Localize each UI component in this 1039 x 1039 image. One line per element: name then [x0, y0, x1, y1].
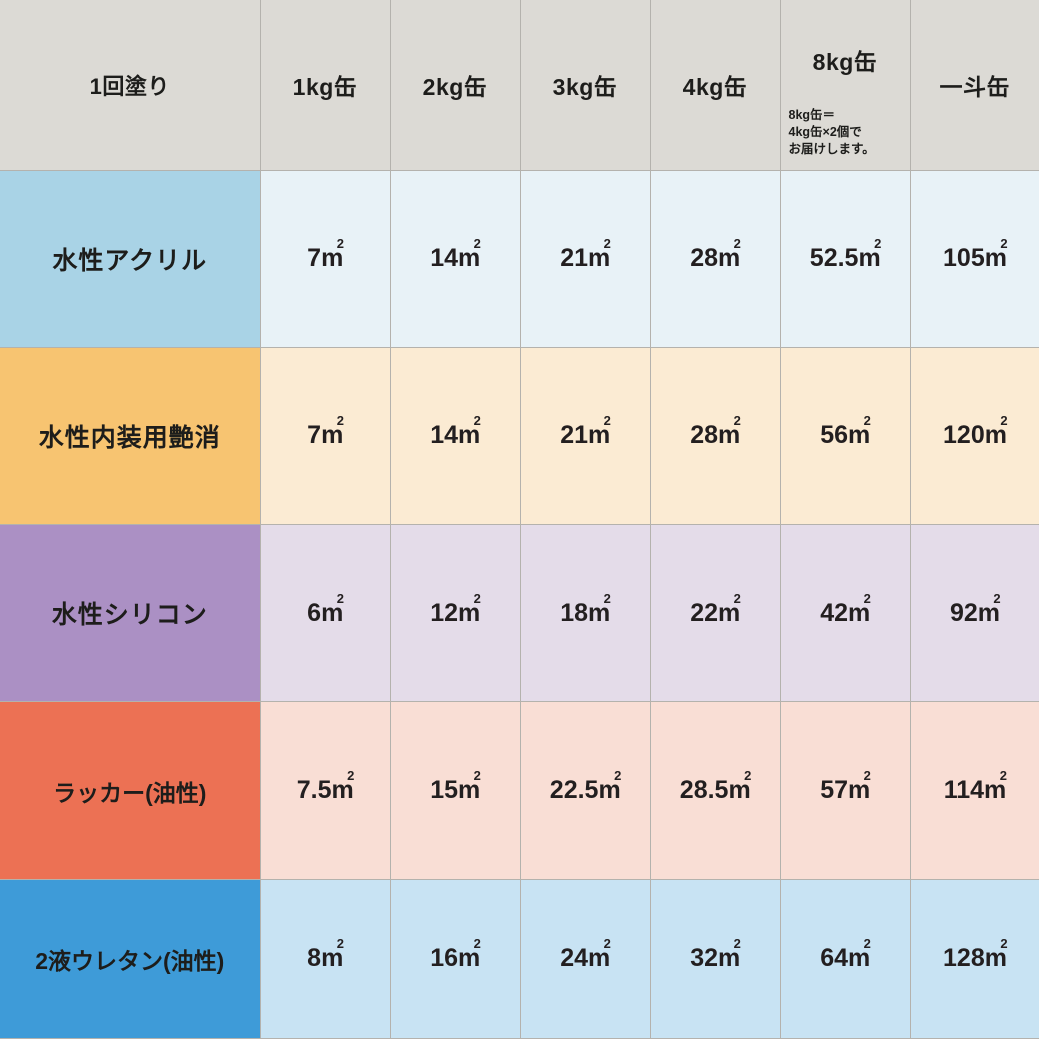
table-row: 水性内装用艶消 7m 2 14m 2 21m 2 28m 2 56m 2 120m 2: [0, 347, 1039, 526]
cell-lacquer-8kg: 57m 2: [780, 701, 911, 880]
row-label-urethane: 2液ウレタン(油性): [0, 879, 261, 1039]
table-row: ラッカー(油性) 7.5m 2 15m 2 22.5m 2 28.5m 2 57m 2 1…: [0, 701, 1039, 880]
cell-acryl-3kg: 21m 2: [520, 170, 651, 348]
cell-urethane-1kg: 8m 2: [260, 879, 391, 1039]
header-note-8kg: 8kg缶＝ 4kg缶×2個で お届けします。: [788, 107, 875, 156]
header-cell-1kg: 1kg缶: [260, 0, 391, 171]
cell-naiso-1kg: 7m 2: [260, 347, 391, 526]
cell-silicon-2kg: 12m 2: [390, 524, 521, 703]
header-cell-coats: 1回塗り: [0, 0, 261, 171]
row-label-lacquer: ラッカー(油性): [0, 701, 261, 880]
header-cell-3kg: 3kg缶: [520, 0, 651, 171]
table-body: 水性アクリル 7m 2 14m 2 21m 2 28m 2 52.5m 2 105m 2 水…: [0, 170, 1039, 1039]
cell-naiso-itto: 120m 2: [910, 347, 1039, 526]
table-row: 2液ウレタン(油性) 8m 2 16m 2 24m 2 32m 2 64m 2 128m 2: [0, 879, 1039, 1039]
cell-lacquer-1kg: 7.5m 2: [260, 701, 391, 880]
cell-acryl-itto: 105m 2: [910, 170, 1039, 348]
cell-silicon-3kg: 18m 2: [520, 524, 651, 703]
header-cell-4kg: 4kg缶: [650, 0, 781, 171]
cell-urethane-itto: 128m 2: [910, 879, 1039, 1039]
cell-lacquer-itto: 114m 2: [910, 701, 1039, 880]
cell-silicon-8kg: 42m 2: [780, 524, 911, 703]
cell-acryl-1kg: 7m 2: [260, 170, 391, 348]
cell-urethane-2kg: 16m 2: [390, 879, 521, 1039]
cell-acryl-8kg: 52.5m 2: [780, 170, 911, 348]
cell-urethane-3kg: 24m 2: [520, 879, 651, 1039]
cell-lacquer-4kg: 28.5m 2: [650, 701, 781, 880]
row-label-naiso: 水性内装用艶消: [0, 347, 261, 526]
cell-naiso-3kg: 21m 2: [520, 347, 651, 526]
cell-silicon-1kg: 6m 2: [260, 524, 391, 703]
header-row: 1回塗り 1kg缶 2kg缶 3kg缶 4kg缶 8kg缶 8kg缶＝ 4kg缶…: [0, 0, 1039, 171]
table-row: 水性アクリル 7m 2 14m 2 21m 2 28m 2 52.5m 2 105m 2: [0, 170, 1039, 348]
header-cell-8kg-label: 8kg缶: [812, 48, 878, 75]
cell-urethane-4kg: 32m 2: [650, 879, 781, 1039]
cell-lacquer-2kg: 15m 2: [390, 701, 521, 880]
row-label-silicon: 水性シリコン: [0, 524, 261, 703]
table-row: 水性シリコン 6m 2 12m 2 18m 2 22m 2 42m 2 92m 2: [0, 524, 1039, 703]
cell-urethane-8kg: 64m 2: [780, 879, 911, 1039]
row-label-acryl: 水性アクリル: [0, 170, 261, 348]
header-cell-8kg: 8kg缶 8kg缶＝ 4kg缶×2個で お届けします。: [780, 0, 911, 171]
table-header: 1回塗り 1kg缶 2kg缶 3kg缶 4kg缶 8kg缶 8kg缶＝ 4kg缶…: [0, 0, 1039, 171]
cell-naiso-8kg: 56m 2: [780, 347, 911, 526]
header-cell-2kg: 2kg缶: [390, 0, 521, 171]
cell-silicon-4kg: 22m 2: [650, 524, 781, 703]
cell-naiso-2kg: 14m 2: [390, 347, 521, 526]
cell-acryl-2kg: 14m 2: [390, 170, 521, 348]
cell-silicon-itto: 92m 2: [910, 524, 1039, 703]
cell-lacquer-3kg: 22.5m 2: [520, 701, 651, 880]
cell-acryl-4kg: 28m 2: [650, 170, 781, 348]
header-cell-itto: 一斗缶: [910, 0, 1039, 171]
cell-naiso-4kg: 28m 2: [650, 347, 781, 526]
